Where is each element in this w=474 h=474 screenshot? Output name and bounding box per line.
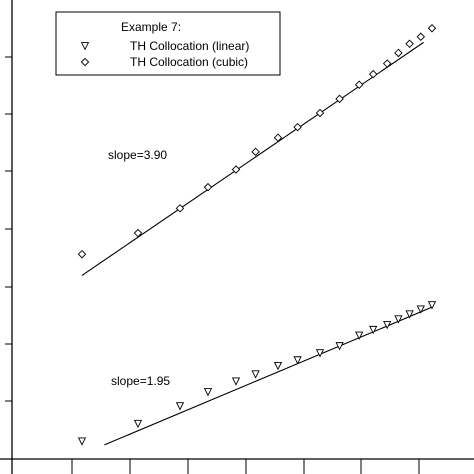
legend: Example 7: TH Collocation (linear) TH Coll… — [55, 11, 281, 76]
slope-annotations: slope=3.90 slope=1.95 — [108, 148, 170, 388]
data-point-series-0 — [77, 249, 87, 259]
data-point-series-1 — [77, 437, 87, 446]
data-markers — [77, 24, 437, 446]
data-point-series-1 — [369, 325, 378, 335]
data-point-series-0 — [382, 59, 392, 68]
data-point-series-0 — [427, 24, 437, 33]
data-point-series-1 — [273, 361, 283, 371]
data-point-series-1 — [315, 349, 325, 358]
data-point-series-0 — [251, 147, 260, 157]
legend-marker-0 — [80, 42, 90, 51]
data-point-series-1 — [405, 310, 414, 319]
data-point-series-1 — [231, 377, 241, 386]
data-point-series-0 — [405, 39, 414, 49]
fit-line-series-1 — [104, 306, 433, 446]
fit-line-series-0 — [81, 41, 424, 276]
legend-title: Example 7: — [121, 20, 181, 34]
fit-lines — [81, 41, 433, 446]
data-point-series-0 — [293, 122, 302, 132]
data-point-series-0 — [203, 182, 213, 192]
data-point-series-1 — [394, 315, 403, 324]
data-point-series-0 — [273, 133, 283, 142]
legend-box — [55, 11, 281, 76]
data-point-series-0 — [368, 69, 378, 79]
data-point-series-1 — [335, 342, 344, 351]
data-point-series-1 — [416, 305, 425, 314]
data-point-series-1 — [175, 402, 185, 411]
data-point-series-1 — [133, 419, 143, 429]
slope-annotation-1: slope=1.95 — [111, 374, 170, 388]
data-point-series-1 — [251, 370, 260, 379]
data-point-series-0 — [315, 108, 325, 118]
legend-label-1: TH Collocation (cubic) — [130, 55, 248, 69]
data-point-series-1 — [427, 301, 437, 310]
data-point-series-1 — [203, 388, 213, 397]
data-point-series-0 — [231, 165, 241, 174]
data-point-series-0 — [394, 48, 403, 58]
data-point-series-0 — [335, 94, 344, 104]
legend-label-0: TH Collocation (linear) — [130, 39, 249, 53]
data-point-series-0 — [416, 32, 426, 41]
data-point-series-1 — [293, 356, 302, 365]
data-point-series-1 — [383, 320, 392, 330]
data-point-series-0 — [175, 204, 185, 213]
slope-annotation-0: slope=3.90 — [108, 148, 167, 162]
legend-marker-1 — [80, 57, 90, 67]
data-point-series-1 — [355, 331, 364, 340]
data-point-series-0 — [354, 80, 364, 89]
data-point-series-0 — [133, 228, 143, 238]
